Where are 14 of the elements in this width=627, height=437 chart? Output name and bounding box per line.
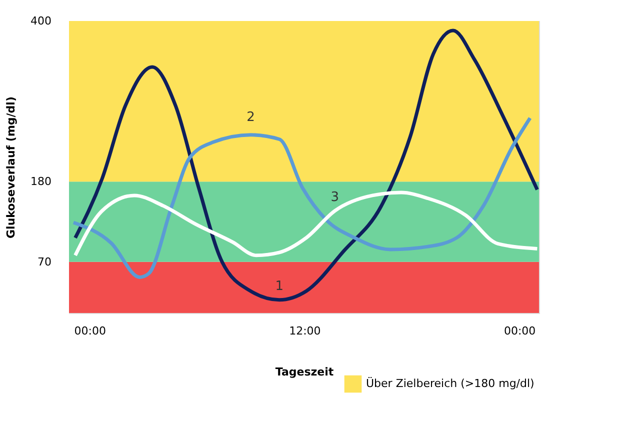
y-axis-title: Glukoseverlauf (mg/dl) (4, 96, 18, 238)
series-label: 2 (246, 110, 255, 125)
x-tick-label: 12:00 (289, 324, 321, 338)
x-tick-label: 00:00 (504, 324, 536, 338)
y-tick-label: 180 (30, 175, 52, 188)
x-tick-label: 00:00 (74, 324, 106, 338)
series-label: 1 (275, 278, 284, 294)
line-series (74, 190, 539, 258)
line-series (74, 28, 539, 302)
x-axis-title: Tageszeit (275, 366, 334, 378)
legend-label: Über Zielbereich (>180 mg/dl) (366, 376, 534, 390)
series-label: 3 (330, 190, 340, 205)
y-tick-label: 70 (38, 255, 52, 268)
y-tick-label: 400 (30, 14, 52, 28)
